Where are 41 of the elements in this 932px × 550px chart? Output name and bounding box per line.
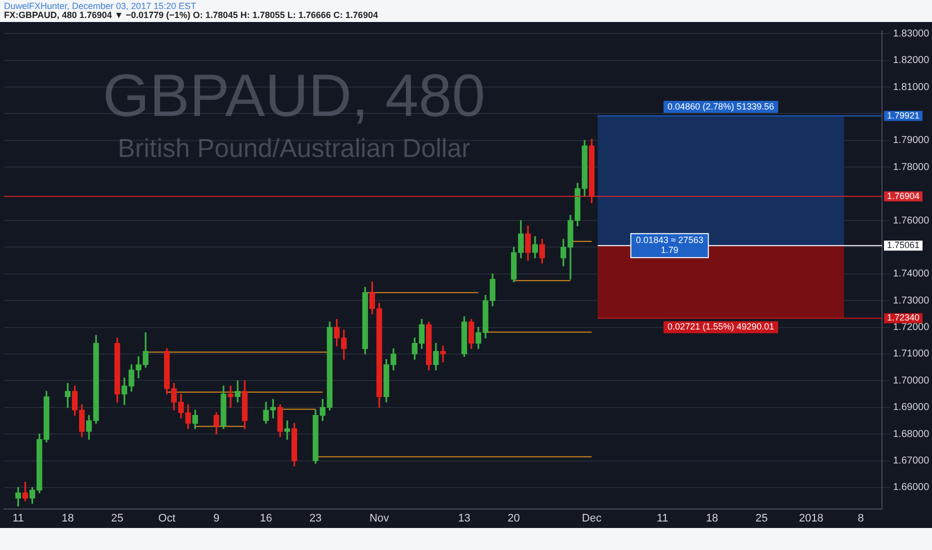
x-tick-label: 16: [260, 512, 272, 524]
y-tick-label: 1.66000: [893, 482, 930, 494]
y-tick-label: 1.67000: [893, 456, 930, 467]
x-tick-label: 20: [508, 512, 520, 524]
candlestick: [440, 346, 446, 362]
x-tick-label: 25: [756, 512, 768, 524]
y-tick-label: 1.78000: [893, 162, 930, 173]
y-tick-label: 1.81000: [893, 82, 930, 93]
y-tick-label: 1.70000: [893, 375, 930, 386]
band-label: 0.02721 (1.55%) 49290.01: [668, 322, 774, 332]
y-tick-label: 1.82000: [893, 55, 930, 66]
x-tick-label: 8: [858, 512, 864, 524]
y-tick-label: 1.71000: [893, 348, 930, 360]
y-tick-label: 1.68000: [893, 428, 930, 440]
x-tick-label: 25: [111, 512, 124, 524]
chart-title: DuwelFXHunter, December 03, 2017 15:20 EST: [4, 1, 198, 11]
x-tick-label: 18: [62, 512, 74, 524]
chart-subtitle: FX:GBPAUD, 480 1.76904 ▼ −0.01779 (−1%) O: 1.78045 H: 1.78055 L: 1.76666 C: 1.76904: [4, 10, 379, 20]
x-tick-label: 18: [706, 512, 718, 524]
y-tick-label: 1.83000: [893, 28, 930, 40]
x-tick-label: Oct: [158, 512, 176, 524]
y-tick-label: 1.72000: [893, 322, 930, 334]
x-tick-label: 2018: [798, 512, 824, 524]
y-tick-label: 1.73000: [893, 295, 930, 306]
y-tick-label: 1.76000: [893, 215, 930, 226]
x-tick-label: Nov: [369, 512, 390, 524]
band-label: 0.04860 (2.78%) 51339.56: [668, 101, 774, 112]
y-tick-label: 1.74000: [893, 268, 930, 280]
ref-line-label: 1.79921: [887, 110, 920, 120]
x-tick-label: 9: [213, 512, 220, 524]
x-tick-label: 11: [656, 512, 668, 524]
x-tick-label: 13: [458, 512, 470, 524]
ref-line-label: 1.72340: [887, 312, 920, 323]
x-tick-label: Dec: [582, 512, 602, 524]
x-tick-label: 23: [309, 512, 322, 524]
y-tick-label: 1.79000: [893, 135, 930, 146]
ref-line-label: 1.76904: [887, 190, 920, 201]
x-tick-label: 11: [12, 512, 24, 524]
annotation: 0.01843 ≈ 27563 1.79: [636, 235, 704, 256]
ref-line-label: 1.75061: [887, 240, 920, 250]
y-tick-label: 1.69000: [893, 402, 930, 414]
